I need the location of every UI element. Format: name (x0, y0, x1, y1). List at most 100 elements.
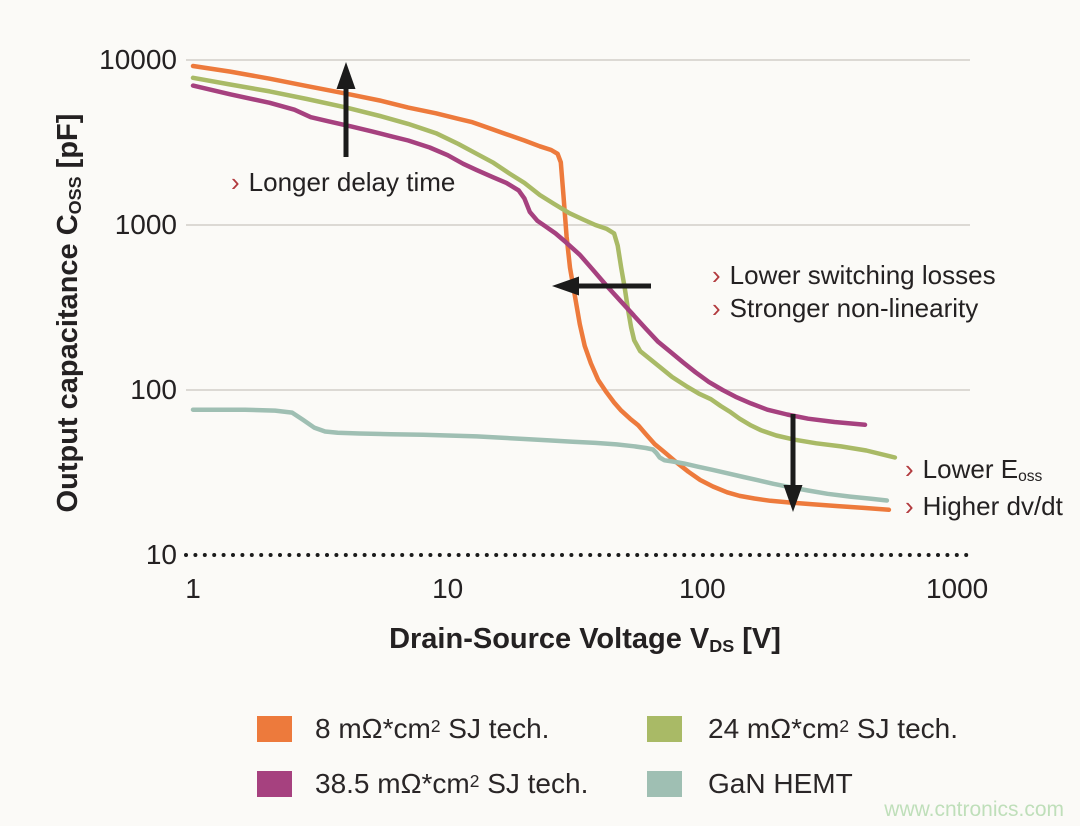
y-tick-label-10000: 10000 (99, 44, 177, 75)
dotted-baseline-dot (607, 553, 611, 557)
y-axis-label: Output capacitance COSS [pF] (52, 93, 92, 533)
dotted-baseline-dot (710, 553, 715, 557)
legend-swatch-gan-hemt (647, 771, 682, 797)
curve-gan-hemt (190, 407, 890, 503)
dotted-baseline-dot (663, 553, 668, 557)
legend-text: 8 mΩ*cm (315, 713, 431, 744)
dotted-baseline-dot (466, 553, 470, 557)
dotted-baseline-dot (503, 553, 508, 557)
dotted-baseline-dot (682, 553, 687, 557)
x-tick-label-10: 10 (432, 573, 464, 604)
annotation-subscript: oss (1018, 468, 1043, 486)
dotted-baseline-dot (306, 553, 311, 557)
annotation-line: › Higher dv/dt (905, 490, 1063, 522)
dotted-baseline-dot (870, 553, 875, 557)
bullet-chevron-icon: › (905, 491, 914, 521)
dotted-baseline-dot (766, 553, 771, 557)
y-tick-label-10: 10 (145, 539, 177, 570)
dotted-baseline-dot (343, 553, 348, 557)
dotted-baseline-dot (757, 553, 762, 557)
y-tick-label-1000: 1000 (114, 209, 177, 240)
bullet-chevron-icon: › (231, 167, 240, 197)
x-axis-label-subscript: DS (709, 635, 735, 656)
annotation-switching: › Lower switching losses › Stronger non-li… (712, 259, 996, 325)
annotation-eoss-dvdt: › Lower Eoss › Higher dv/dt (905, 453, 1063, 522)
dotted-baseline-dot (362, 553, 367, 557)
dotted-baseline-dot (785, 553, 790, 557)
dotted-baseline-dot (541, 553, 546, 557)
dotted-baseline-dot (748, 553, 752, 557)
dotted-baseline-dot (315, 553, 320, 557)
dotted-baseline-dot (851, 553, 856, 557)
legend-label-38mohm: 38.5 mΩ*cm2 SJ tech. (315, 767, 588, 804)
dotted-baseline-dot (259, 553, 264, 557)
dotted-baseline-dot (917, 553, 922, 557)
dotted-baseline-dot (475, 553, 480, 557)
dotted-baseline-dot (823, 553, 828, 557)
dotted-baseline-dot (832, 553, 837, 557)
dotted-baseline-dot (484, 553, 489, 557)
dotted-baseline-dot (428, 553, 433, 557)
dotted-baseline-dot (334, 553, 339, 557)
annotation-longer-delay-time: › Longer delay time (231, 167, 455, 197)
dotted-baseline-dot (212, 553, 217, 557)
dotted-baseline-dot (400, 553, 405, 557)
dotted-baseline-dot (278, 553, 282, 557)
y-axis-label-subscript: OSS (64, 176, 85, 215)
curve-24mohm (190, 75, 898, 460)
dotted-baseline-dot (898, 553, 903, 557)
dotted-baseline-dot (325, 553, 329, 557)
dotted-baseline-dot (795, 553, 799, 557)
dotted-baseline-dot (644, 553, 649, 557)
dotted-baseline-dot (776, 553, 781, 557)
dotted-baseline-dot (616, 553, 621, 557)
legend-text: SJ tech. (849, 713, 958, 744)
dotted-baseline-dot (221, 553, 226, 557)
legend-label-8mohm: 8 mΩ*cm2 SJ tech. (315, 712, 549, 749)
dotted-baseline-dot (945, 553, 950, 557)
dotted-baseline-dot (287, 553, 292, 557)
bullet-chevron-icon: › (712, 260, 721, 290)
dotted-baseline-dot (390, 553, 395, 557)
dotted-baseline-dot (860, 553, 865, 557)
legend-superscript: 2 (430, 715, 441, 736)
dotted-baseline-dot (419, 553, 423, 557)
arrow-head-down (783, 485, 803, 512)
dotted-baseline-dot (842, 553, 846, 557)
legend-text: SJ tech. (479, 768, 589, 799)
legend-superscript: 2 (469, 770, 480, 791)
dotted-baseline-dot (184, 553, 188, 557)
dotted-baseline-dot (268, 553, 273, 557)
dotted-baseline-dot (588, 553, 593, 557)
bullet-chevron-icon: › (712, 293, 721, 323)
dotted-baseline-dot (456, 553, 461, 557)
dotted-baseline-dot (409, 553, 414, 557)
annotation-text: Lower E (922, 454, 1019, 484)
annotation-line: › Lower Eoss (905, 453, 1063, 490)
dotted-baseline-dot (597, 553, 602, 557)
arrow-head-up (336, 62, 356, 89)
dotted-baseline-dot (372, 553, 376, 557)
curve-8mohm (190, 63, 892, 513)
dotted-baseline-dot (889, 553, 893, 557)
dotted-baseline-dot (240, 553, 245, 557)
y-axis-label-text: Output capacitance C (52, 214, 84, 513)
dotted-baseline-dot (964, 553, 969, 557)
x-tick-label-1000: 1000 (925, 573, 989, 604)
dotted-baseline-dot (907, 553, 912, 557)
dotted-baseline-dot (494, 553, 499, 557)
dotted-baseline-dot (231, 553, 235, 557)
dotted-baseline-dot (719, 553, 724, 557)
dotted-baseline-dot (578, 553, 583, 557)
legend-swatch-8mohm (257, 716, 292, 742)
dotted-baseline-dot (654, 553, 658, 557)
dotted-baseline-dot (381, 553, 386, 557)
legend-text: 38.5 mΩ*cm (315, 768, 470, 799)
dotted-baseline-dot (729, 553, 734, 557)
annotation-text: Higher dv/dt (922, 491, 1063, 521)
legend-swatch-38mohm (257, 771, 292, 797)
dotted-baseline-dot (296, 553, 301, 557)
dotted-baseline-dot (813, 553, 818, 557)
